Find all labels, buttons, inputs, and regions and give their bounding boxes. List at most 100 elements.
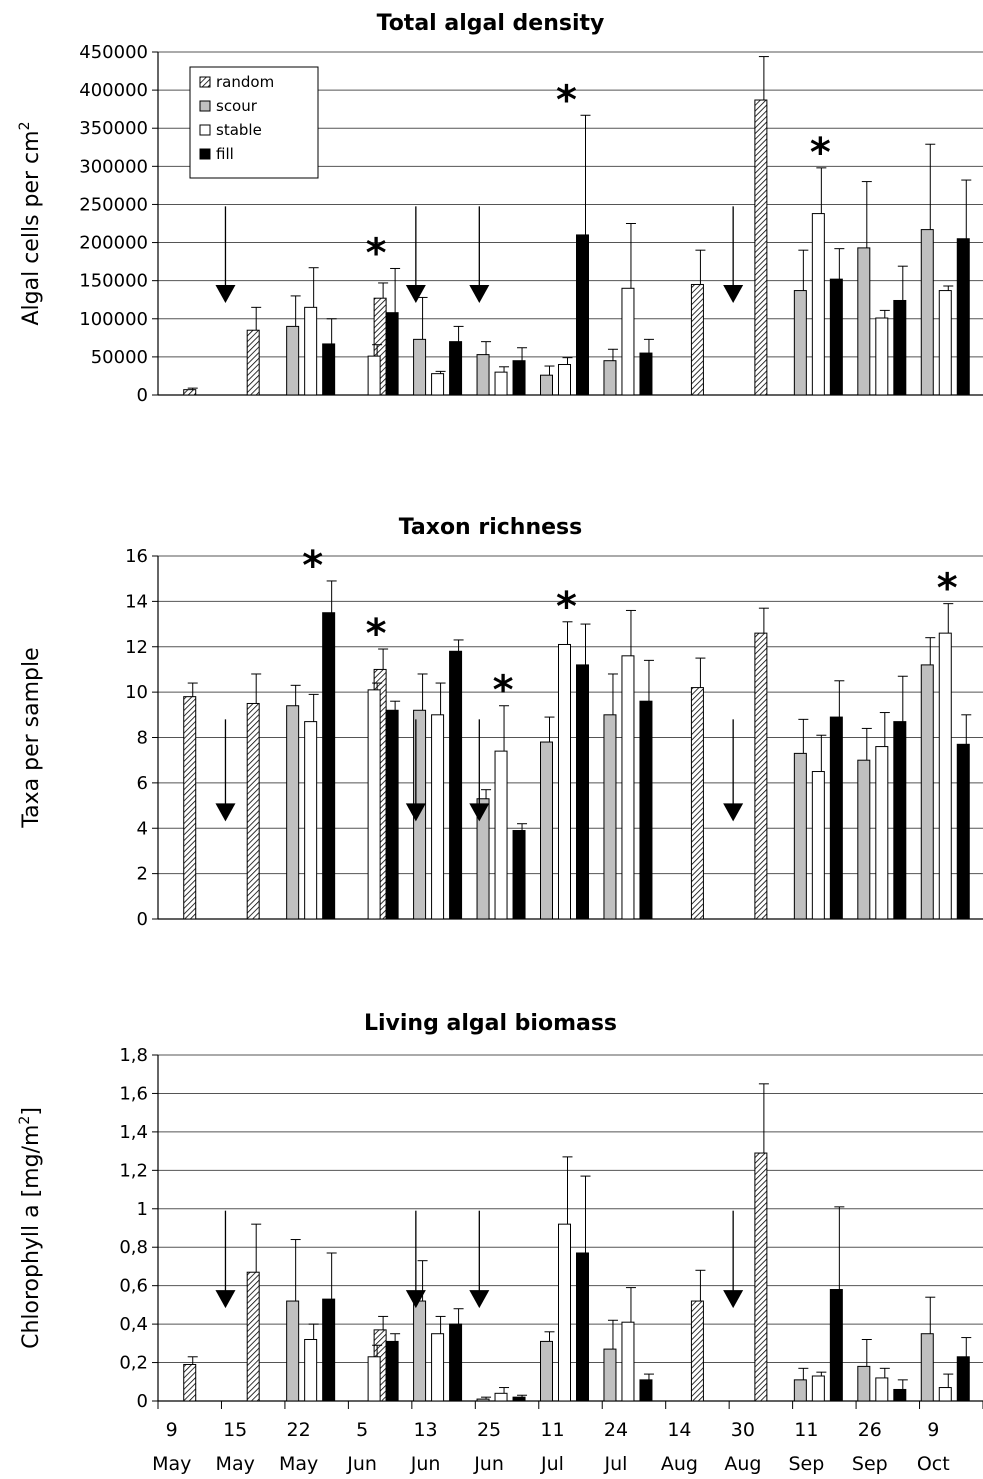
bar-scour xyxy=(413,338,427,396)
legend-swatch-fill xyxy=(199,148,211,160)
bar-stable xyxy=(304,306,318,396)
bar-fill xyxy=(576,1252,589,1402)
y-tick-label: 2 xyxy=(137,864,148,885)
legend-label: fill xyxy=(216,145,234,163)
y-tick-label: 4 xyxy=(137,818,148,839)
bar-stable xyxy=(431,373,445,396)
bar-stable xyxy=(304,721,318,920)
bar-scour xyxy=(476,798,490,920)
bar-stable xyxy=(304,1338,318,1402)
bar-fill xyxy=(576,664,589,920)
bar-fill xyxy=(512,830,526,920)
y-tick-label: 1,4 xyxy=(119,1122,148,1143)
significance-star: * xyxy=(556,77,577,123)
disturbance-arrowhead xyxy=(215,1290,236,1309)
legend-label: random xyxy=(216,73,274,91)
bar-stable xyxy=(875,746,889,920)
bar-fill xyxy=(829,716,843,920)
bar-random xyxy=(183,1363,197,1402)
y-tick-label: 1,8 xyxy=(119,1045,148,1066)
x-tick-month: Jun xyxy=(410,1453,441,1475)
y-tick-label: 200000 xyxy=(79,233,148,254)
bar-fill xyxy=(956,238,970,396)
bar-fill xyxy=(322,612,336,920)
y-tick-label: 0,2 xyxy=(119,1353,148,1374)
bar-stable xyxy=(811,771,825,920)
x-tick-day: 11 xyxy=(540,1419,564,1441)
x-tick-day: 25 xyxy=(477,1419,501,1441)
legend: random scour stable fill xyxy=(189,66,319,179)
panel-1: Taxon richness 0 2 4 6 8 10 12 14 16 Taxa per samp… xyxy=(19,515,983,930)
bar-scour xyxy=(286,1300,300,1402)
bar-fill xyxy=(449,650,463,920)
x-tick-day: 5 xyxy=(356,1419,368,1441)
x-tick-month: Jun xyxy=(473,1453,504,1475)
bar-fill xyxy=(322,1298,336,1402)
bar-scour xyxy=(857,759,871,920)
x-tick-day: 14 xyxy=(667,1419,691,1441)
disturbance-arrowhead xyxy=(215,284,236,303)
y-axis-label-text: Chlorophyll a [mg/m xyxy=(19,1125,44,1349)
x-tick-month: Sep xyxy=(788,1453,824,1475)
x-tick-day: 30 xyxy=(731,1419,755,1441)
bar-stable xyxy=(367,355,381,396)
y-tick-label: 16 xyxy=(125,546,148,567)
bar-stable xyxy=(367,689,381,920)
disturbance-arrowhead xyxy=(469,1290,490,1309)
y-tick-label: 1,2 xyxy=(119,1160,148,1181)
bar-random xyxy=(754,1152,768,1402)
y-tick-label: 300000 xyxy=(79,156,148,177)
bar-fill xyxy=(322,343,336,396)
bar-scour xyxy=(603,1348,617,1402)
bar-random xyxy=(690,687,704,920)
disturbance-arrowhead xyxy=(215,803,236,822)
bar-stable xyxy=(875,317,889,396)
panel-0: Total algal density 0 50000 100000 150000 200… xyxy=(17,11,983,406)
bar-scour xyxy=(920,1333,934,1402)
chart-title: Taxon richness xyxy=(399,515,583,540)
y-tick-label: 1,6 xyxy=(119,1083,148,1104)
y-axis-label-text: Taxa per sample xyxy=(19,647,44,828)
y-axis-label: Algal cells per cm2 xyxy=(17,121,44,325)
y-axis-label-suffix: ] xyxy=(19,1107,44,1116)
legend-swatch-stable xyxy=(199,124,211,136)
significance-star: * xyxy=(366,230,387,276)
significance-star: * xyxy=(302,543,323,589)
bar-scour xyxy=(603,360,617,396)
y-tick-label: 0 xyxy=(137,1391,148,1412)
significance-star: * xyxy=(937,566,958,612)
bar-stable xyxy=(811,213,825,396)
bar-stable xyxy=(621,287,635,396)
bar-stable xyxy=(558,1223,571,1402)
bar-stable xyxy=(494,750,508,920)
y-tick-label: 50000 xyxy=(91,347,148,368)
x-tick-day: 15 xyxy=(223,1419,247,1441)
bar-scour xyxy=(540,741,553,920)
bar-random xyxy=(690,1300,704,1402)
disturbance-arrowhead xyxy=(405,284,426,303)
disturbance-arrowhead xyxy=(405,803,426,822)
y-tick-label: 10 xyxy=(125,682,148,703)
bar-fill xyxy=(829,1289,843,1402)
bar-scour xyxy=(476,1398,490,1402)
bar-fill xyxy=(512,1396,526,1402)
bar-fill xyxy=(449,1323,463,1402)
bar-fill xyxy=(956,743,970,920)
bar-fill xyxy=(576,234,589,396)
y-tick-label: 0,8 xyxy=(119,1237,148,1258)
legend-swatch-scour xyxy=(199,100,211,112)
x-tick-month: May xyxy=(152,1453,191,1475)
bar-scour xyxy=(286,705,300,920)
y-axis-label-text: Algal cells per cm xyxy=(19,130,44,325)
bar-scour xyxy=(286,325,300,396)
bar-scour xyxy=(540,1340,553,1402)
x-tick-day: 26 xyxy=(858,1419,882,1441)
bar-fill xyxy=(893,1388,907,1402)
legend-label: stable xyxy=(216,121,262,139)
bar-stable xyxy=(938,632,952,920)
y-tick-label: 6 xyxy=(137,773,148,794)
bar-random xyxy=(183,696,197,920)
bar-scour xyxy=(857,247,871,396)
bar-fill xyxy=(385,709,399,920)
